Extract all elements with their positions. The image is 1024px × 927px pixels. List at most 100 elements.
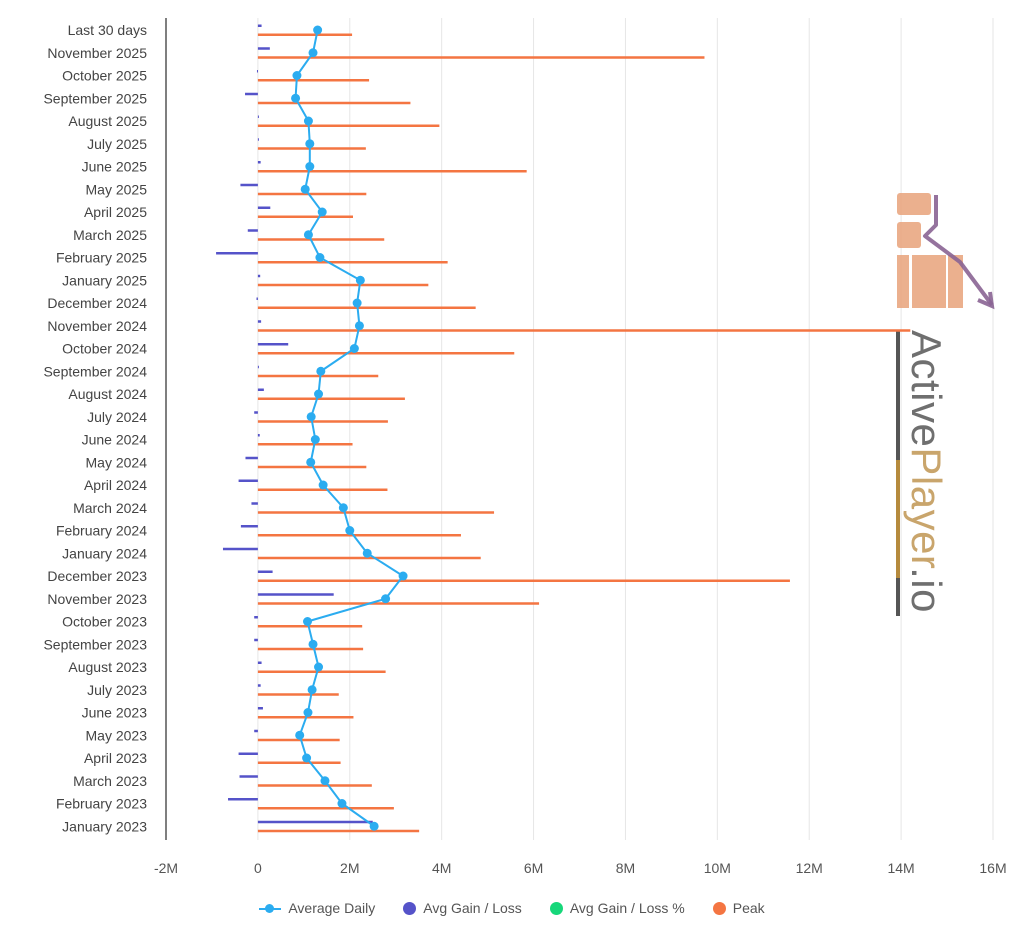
x-tick-label: 16M	[979, 860, 1006, 876]
peak-bar	[257, 33, 353, 36]
y-tick-label: May 2023	[86, 727, 148, 743]
peak-bar	[257, 556, 481, 560]
average-daily-point	[305, 162, 315, 171]
peak-bar	[257, 420, 388, 423]
peak-bar	[257, 829, 420, 833]
peak-bar	[257, 238, 385, 241]
peak-bar	[257, 283, 429, 287]
peak-bar	[257, 306, 476, 309]
gain-loss-bar	[257, 593, 334, 596]
x-tick-label: 6M	[524, 860, 543, 876]
average-daily-point	[303, 230, 313, 240]
average-daily-point	[381, 594, 391, 604]
gain-loss-bar	[257, 274, 261, 278]
legend-item-avg-gain-loss[interactable]: Avg Gain / Loss	[403, 900, 522, 916]
average-daily-point	[369, 821, 379, 831]
y-tick-label: June 2023	[82, 705, 148, 721]
x-tick-label: 12M	[796, 860, 823, 876]
average-daily-point	[303, 116, 313, 126]
legend-item-avg-gain-loss-pct[interactable]: Avg Gain / Loss %	[549, 900, 685, 916]
x-tick-label: 10M	[704, 860, 731, 876]
x-tick-label: 0	[254, 860, 262, 876]
average-daily-point	[320, 776, 330, 786]
y-tick-label: December 2024	[47, 295, 147, 311]
watermark: ActivePlayer.io	[896, 193, 995, 616]
legend-item-average-daily[interactable]: Average Daily	[259, 900, 375, 916]
average-daily-point	[314, 389, 324, 399]
x-tick-label: 4M	[432, 860, 451, 876]
average-daily-point	[314, 662, 324, 672]
y-tick-label: July 2025	[87, 136, 147, 152]
gain-loss-bar	[257, 820, 373, 824]
average-daily-point	[345, 526, 355, 535]
gain-loss-bar	[251, 502, 258, 505]
y-tick-label: April 2023	[84, 750, 147, 766]
y-tick-label: March 2024	[73, 500, 147, 516]
y-tick-label: March 2023	[73, 773, 147, 789]
average-daily-point	[349, 344, 359, 353]
gain-loss-bar	[256, 297, 258, 300]
gain-loss-bar	[216, 252, 258, 255]
gain-loss-bar	[257, 707, 263, 710]
average-daily-point	[306, 457, 316, 467]
x-tick-label: -2M	[154, 860, 178, 876]
y-tick-label: January 2023	[62, 818, 147, 834]
chart-svg: ActivePlayer.io -2M 0 2M 4M 6M 8M 10M 12M 14M 16M…	[43, 18, 1007, 876]
average-daily-point	[305, 139, 315, 149]
peak-bar	[257, 511, 495, 514]
average-daily-point	[315, 253, 325, 262]
average-daily-point	[302, 753, 312, 763]
average-daily-point	[352, 298, 362, 308]
y-tick-label: August 2024	[68, 386, 147, 402]
watermark-text-player: Player	[903, 447, 950, 569]
peak-bar	[257, 352, 515, 355]
y-tick-label: August 2025	[68, 113, 147, 129]
watermark-logo	[897, 193, 995, 310]
legend-item-peak[interactable]: Peak	[712, 900, 765, 916]
peak-bar	[257, 329, 911, 332]
y-tick-label: October 2024	[62, 341, 147, 357]
gain-loss-bar	[254, 411, 258, 414]
y-tick-label: May 2025	[86, 181, 148, 197]
peak-bar	[257, 579, 790, 582]
y-tick-label: Last 30 days	[68, 22, 147, 38]
peak-bar	[257, 215, 353, 218]
gain-loss-bar	[257, 161, 261, 164]
average-daily-point	[303, 617, 313, 626]
gain-loss-bar	[245, 456, 258, 460]
y-tick-label: February 2023	[56, 796, 147, 812]
y-tick-label: April 2025	[84, 204, 147, 220]
y-tick-label: May 2024	[86, 454, 148, 470]
gain-loss-bar	[257, 661, 262, 664]
peak-bar	[257, 534, 461, 537]
average-daily-point	[306, 412, 316, 422]
average-daily-point	[303, 708, 313, 717]
watermark-text-active: Active	[903, 330, 950, 447]
gain-loss-bar	[257, 570, 273, 573]
legend-swatch-dot	[403, 901, 417, 915]
average-daily-point	[292, 71, 302, 80]
average-daily-point	[317, 207, 327, 217]
peak-bar	[257, 693, 339, 696]
y-tick-label: November 2025	[47, 45, 147, 61]
peak-bar	[257, 170, 527, 173]
svg-text:ActivePlayer.io: ActivePlayer.io	[903, 330, 950, 613]
bar-series	[216, 24, 911, 833]
peak-bar	[257, 124, 440, 127]
peak-bar	[257, 374, 379, 378]
gain-loss-bar	[257, 343, 289, 346]
gridlines	[257, 18, 994, 840]
gain-loss-bar	[239, 775, 258, 778]
y-tick-label: February 2024	[56, 523, 147, 539]
peak-bar	[257, 670, 386, 673]
x-tick-label: 8M	[616, 860, 635, 876]
gain-loss-bar	[257, 206, 271, 209]
gain-loss-bar	[247, 229, 258, 232]
peak-bar	[257, 56, 705, 59]
axes: -2M 0 2M 4M 6M 8M 10M 12M 14M 16M Last 30 days Nove…	[43, 18, 1007, 876]
gain-loss-bar	[238, 752, 258, 755]
y-tick-label: June 2025	[82, 159, 148, 175]
y-tick-label: April 2024	[84, 477, 147, 493]
x-tick-label: 14M	[887, 860, 914, 876]
peak-bar	[257, 761, 341, 764]
